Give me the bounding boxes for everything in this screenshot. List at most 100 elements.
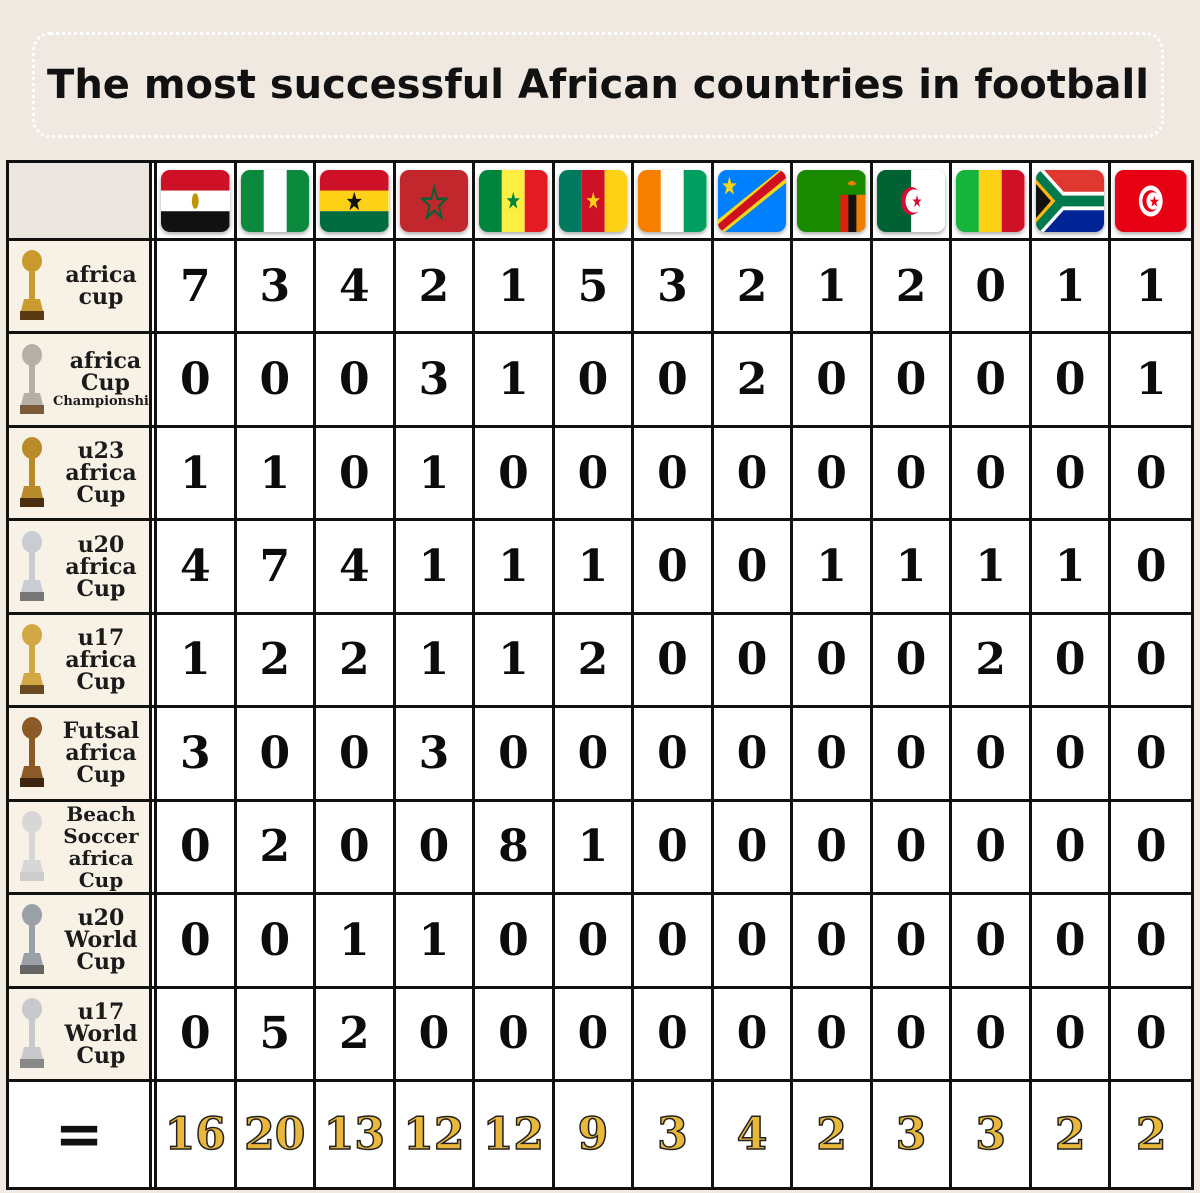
table-cell: 0 [952, 427, 1032, 522]
competition-name-line: Cup [76, 949, 126, 976]
competition-name-line: africa [65, 646, 137, 673]
table-cell: 0 [713, 708, 794, 802]
title-count: 0 [975, 447, 1006, 499]
title-count: 2 [339, 634, 370, 686]
competition-name-line: cup [78, 284, 124, 311]
title-count: 0 [1135, 447, 1167, 499]
table-cell: 0 [793, 708, 873, 802]
competition-name-line: World [64, 927, 138, 954]
table-cell: 0 [634, 988, 714, 1082]
title-count: 0 [179, 1008, 211, 1060]
table-cell: 0 [1031, 708, 1112, 802]
ghana-flag [320, 169, 389, 232]
table-cell: 0 [157, 801, 237, 896]
table-cell: 1 [1111, 334, 1191, 428]
table-cell: 0 [634, 521, 714, 615]
total-count: 2 [1054, 1108, 1086, 1161]
title-count: 1 [816, 260, 847, 312]
title-count: 2 [259, 821, 291, 873]
title-count: 1 [577, 541, 609, 593]
title-count: 1 [418, 634, 450, 686]
title-count: 0 [577, 447, 609, 499]
title-count: 0 [259, 914, 291, 966]
title-count: 0 [736, 821, 768, 873]
title-count: 0 [1054, 914, 1086, 966]
table-cell: 2 [713, 334, 794, 428]
country-header [475, 163, 555, 241]
table-cell: 7 [236, 521, 317, 615]
table-cell: 3 [395, 708, 476, 802]
table-cell: 0 [395, 988, 476, 1082]
title-count: 4 [339, 260, 370, 312]
title-count: 0 [657, 354, 688, 406]
title-count: 0 [259, 354, 291, 406]
zambia-flag [797, 169, 866, 232]
competition-name: africa cup [53, 264, 149, 308]
table-cell: 0 [634, 895, 714, 989]
title-count: 0 [418, 1008, 450, 1060]
table-cell: 0 [395, 801, 476, 896]
country-header [952, 163, 1032, 241]
morocco-flag [399, 169, 469, 232]
table-cell: 1 [316, 895, 396, 989]
competition-label-cell: u17 africa Cup [9, 614, 152, 709]
title-count: 0 [657, 914, 688, 966]
table-cell: 1 [1111, 241, 1191, 335]
table-cell: 0 [1031, 988, 1112, 1082]
country-header [872, 163, 953, 241]
title-count: 3 [418, 354, 450, 406]
table-cell: 0 [236, 334, 317, 428]
competition-name-line: u17 [77, 624, 125, 651]
trophy-icon [17, 995, 47, 1073]
title-count: 0 [577, 914, 609, 966]
table-cell: 1 [475, 614, 555, 709]
competition-name: Beach Soccer africa Cup [53, 803, 149, 891]
table-cell: 0 [872, 801, 953, 896]
title-count: 0 [498, 727, 529, 779]
table-cell: 2 [395, 241, 476, 335]
title-count: 1 [1054, 260, 1086, 312]
table-cell: 5 [236, 988, 317, 1082]
trophy-icon [17, 341, 47, 419]
column-separator [152, 163, 157, 241]
title-count: 5 [577, 260, 609, 312]
table-cell: 0 [475, 988, 555, 1082]
title-count: 0 [1054, 634, 1086, 686]
table-cell: 0 [157, 988, 237, 1082]
table-cell: 0 [1111, 521, 1191, 615]
table-cell: 0 [1031, 334, 1112, 428]
competition-label-cell: u20 africa Cup [9, 521, 152, 615]
competition-label-cell: u20 World Cup [9, 895, 152, 989]
title-count: 0 [816, 354, 847, 406]
table-cell: 0 [872, 988, 953, 1082]
title-count: 0 [498, 1008, 529, 1060]
table-cell: 0 [554, 895, 635, 989]
column-separator [152, 988, 157, 1082]
title-count: 0 [816, 914, 847, 966]
competition-name-line: africa [65, 740, 137, 767]
title-count: 1 [179, 634, 211, 686]
title-count: 0 [895, 727, 927, 779]
title-count: 1 [259, 447, 291, 499]
competition-name-line: Cup [76, 762, 126, 789]
title-count: 0 [816, 634, 847, 686]
title-count: 1 [498, 260, 529, 312]
table-cell: 1 [395, 521, 476, 615]
table-cell: 0 [236, 895, 317, 989]
table-cell: 0 [554, 708, 635, 802]
title-count: 0 [339, 354, 370, 406]
total-cell: 12 [396, 1081, 476, 1187]
table-cell: 0 [1111, 428, 1191, 522]
title-count: 0 [1135, 727, 1167, 779]
title-count: 0 [1054, 821, 1086, 873]
title-count: 0 [736, 727, 768, 779]
trophy-icon [17, 714, 47, 792]
title-count: 0 [657, 727, 688, 779]
competition-label-cell: Beach Soccer africa Cup [9, 801, 152, 896]
title-count: 1 [1054, 541, 1086, 593]
table-cell: 0 [952, 988, 1032, 1082]
table-cell: 0 [554, 334, 635, 428]
competition-label-cell: africa cup [9, 241, 152, 335]
competition-name: u23 africa Cup [53, 440, 149, 506]
column-separator [152, 895, 157, 989]
